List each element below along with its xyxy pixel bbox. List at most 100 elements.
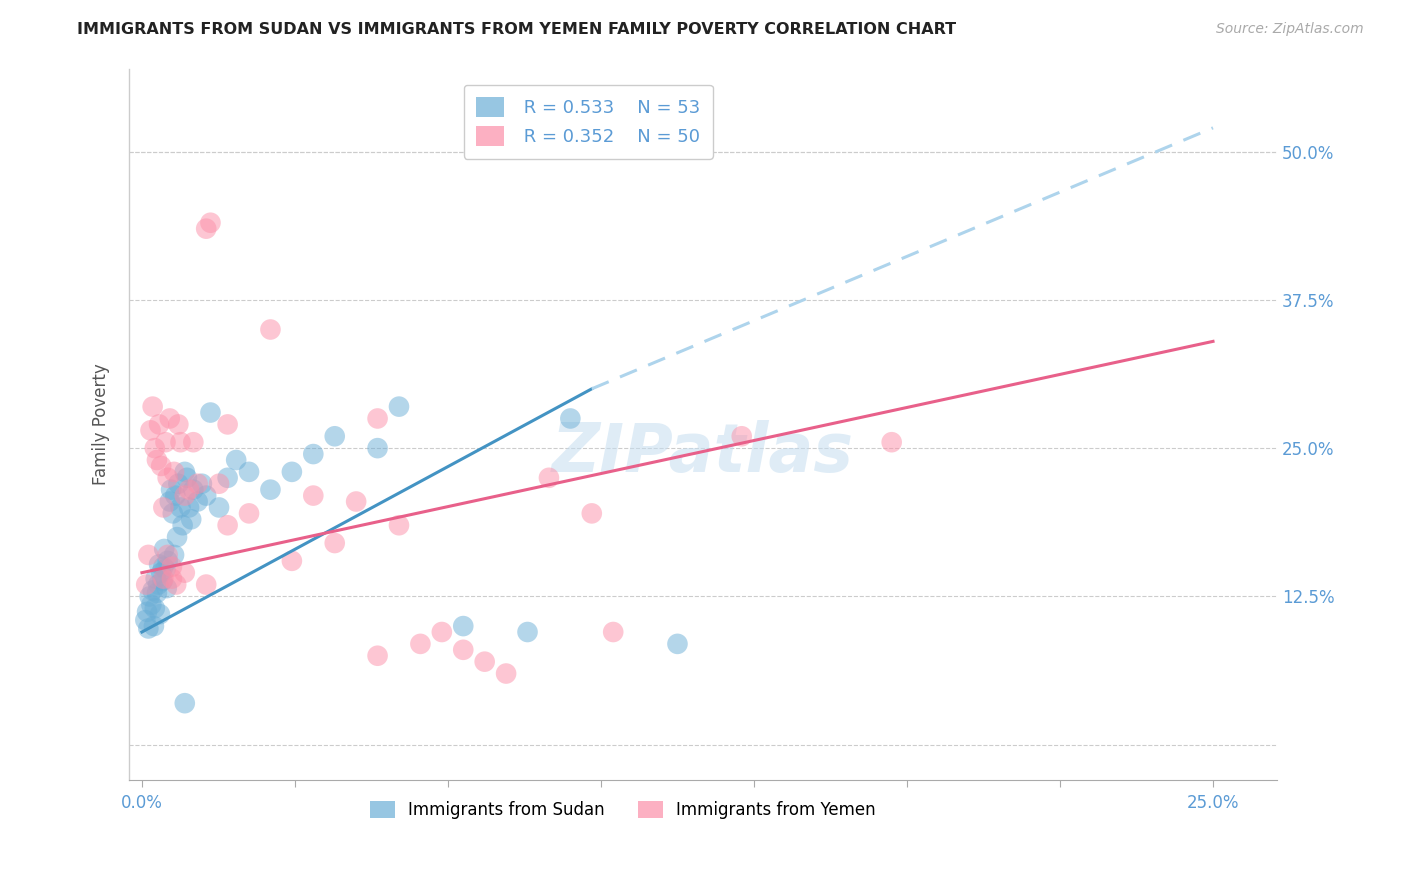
Immigrants from Sudan xyxy=(163,548,186,562)
Immigrants from Sudan xyxy=(162,507,184,521)
Immigrants from Yemen xyxy=(409,637,432,651)
Immigrants from Yemen xyxy=(165,577,187,591)
Immigrants from Sudan xyxy=(200,405,222,419)
Immigrants from Sudan xyxy=(302,447,325,461)
Immigrants from Sudan xyxy=(141,598,163,612)
Immigrants from Yemen xyxy=(152,572,174,586)
Immigrants from Sudan xyxy=(191,476,214,491)
Immigrants from Yemen xyxy=(537,471,560,485)
Legend: Immigrants from Sudan, Immigrants from Yemen: Immigrants from Sudan, Immigrants from Y… xyxy=(363,794,883,825)
Immigrants from Sudan xyxy=(136,605,159,619)
Immigrants from Yemen xyxy=(344,494,367,508)
Immigrants from Sudan xyxy=(145,572,167,586)
Immigrants from Yemen xyxy=(302,489,325,503)
Immigrants from Sudan xyxy=(152,559,174,574)
Immigrants from Sudan xyxy=(146,586,169,600)
Immigrants from Sudan xyxy=(149,607,172,622)
Immigrants from Sudan xyxy=(217,471,239,485)
Immigrants from Sudan xyxy=(367,441,389,455)
Immigrants from Sudan xyxy=(166,530,188,544)
Immigrants from Yemen xyxy=(156,471,179,485)
Immigrants from Yemen xyxy=(173,566,195,580)
Immigrants from Yemen xyxy=(281,554,304,568)
Immigrants from Yemen xyxy=(430,625,453,640)
Immigrants from Sudan xyxy=(148,558,170,572)
Immigrants from Sudan xyxy=(666,637,689,651)
Immigrants from Sudan xyxy=(155,562,177,576)
Immigrants from Sudan xyxy=(176,471,198,485)
Immigrants from Yemen xyxy=(152,500,174,515)
Immigrants from Yemen xyxy=(138,548,160,562)
Immigrants from Sudan xyxy=(281,465,304,479)
Immigrants from Yemen xyxy=(143,441,166,455)
Immigrants from Yemen xyxy=(135,577,157,591)
Immigrants from Yemen xyxy=(150,458,173,473)
Immigrants from Yemen xyxy=(167,417,190,432)
Immigrants from Yemen xyxy=(177,483,200,497)
Text: Source: ZipAtlas.com: Source: ZipAtlas.com xyxy=(1216,22,1364,37)
Immigrants from Yemen xyxy=(160,559,183,574)
Immigrants from Yemen xyxy=(183,435,205,450)
Immigrants from Yemen xyxy=(195,221,218,235)
Immigrants from Sudan xyxy=(172,518,194,533)
Immigrants from Yemen xyxy=(602,625,624,640)
Immigrants from Sudan xyxy=(195,489,218,503)
Immigrants from Yemen xyxy=(156,548,179,562)
Immigrants from Yemen xyxy=(451,642,474,657)
Immigrants from Sudan xyxy=(323,429,346,443)
Immigrants from Yemen xyxy=(323,536,346,550)
Immigrants from Sudan xyxy=(138,590,160,604)
Immigrants from Sudan xyxy=(238,465,260,479)
Text: IMMIGRANTS FROM SUDAN VS IMMIGRANTS FROM YEMEN FAMILY POVERTY CORRELATION CHART: IMMIGRANTS FROM SUDAN VS IMMIGRANTS FROM… xyxy=(77,22,956,37)
Immigrants from Yemen xyxy=(581,507,603,521)
Immigrants from Sudan xyxy=(388,400,411,414)
Immigrants from Sudan xyxy=(142,619,165,633)
Immigrants from Sudan xyxy=(225,453,247,467)
Immigrants from Sudan xyxy=(150,566,173,580)
Y-axis label: Family Poverty: Family Poverty xyxy=(93,364,110,485)
Immigrants from Sudan xyxy=(148,577,170,591)
Immigrants from Yemen xyxy=(259,322,281,336)
Immigrants from Sudan xyxy=(160,483,183,497)
Immigrants from Sudan xyxy=(451,619,474,633)
Immigrants from Yemen xyxy=(139,423,162,437)
Immigrants from Yemen xyxy=(148,417,170,432)
Immigrants from Sudan xyxy=(134,613,156,627)
Immigrants from Sudan xyxy=(259,483,281,497)
Immigrants from Sudan xyxy=(173,696,195,710)
Immigrants from Sudan xyxy=(208,500,231,515)
Immigrants from Yemen xyxy=(142,400,165,414)
Immigrants from Sudan xyxy=(173,465,195,479)
Immigrants from Sudan xyxy=(183,483,205,497)
Immigrants from Sudan xyxy=(156,554,179,568)
Immigrants from Yemen xyxy=(217,417,239,432)
Immigrants from Sudan xyxy=(156,581,179,595)
Immigrants from Sudan xyxy=(177,500,200,515)
Immigrants from Yemen xyxy=(880,435,903,450)
Immigrants from Yemen xyxy=(367,648,389,663)
Immigrants from Sudan xyxy=(165,489,187,503)
Immigrants from Sudan xyxy=(143,601,166,615)
Immigrants from Yemen xyxy=(367,411,389,425)
Immigrants from Sudan xyxy=(169,500,191,515)
Immigrants from Yemen xyxy=(238,507,260,521)
Immigrants from Yemen xyxy=(495,666,517,681)
Immigrants from Sudan xyxy=(180,512,202,526)
Immigrants from Yemen xyxy=(208,476,231,491)
Immigrants from Yemen xyxy=(163,465,186,479)
Immigrants from Yemen xyxy=(195,577,218,591)
Immigrants from Yemen xyxy=(217,518,239,533)
Immigrants from Sudan xyxy=(138,622,160,636)
Immigrants from Sudan xyxy=(516,625,538,640)
Immigrants from Yemen xyxy=(200,216,222,230)
Immigrants from Sudan xyxy=(152,574,174,588)
Immigrants from Sudan xyxy=(142,583,165,598)
Immigrants from Sudan xyxy=(159,494,181,508)
Immigrants from Yemen xyxy=(159,411,181,425)
Immigrants from Yemen xyxy=(169,435,191,450)
Immigrants from Sudan xyxy=(153,541,176,556)
Immigrants from Yemen xyxy=(731,429,754,443)
Immigrants from Yemen xyxy=(474,655,496,669)
Text: ZIPatlas: ZIPatlas xyxy=(553,420,855,486)
Immigrants from Yemen xyxy=(388,518,411,533)
